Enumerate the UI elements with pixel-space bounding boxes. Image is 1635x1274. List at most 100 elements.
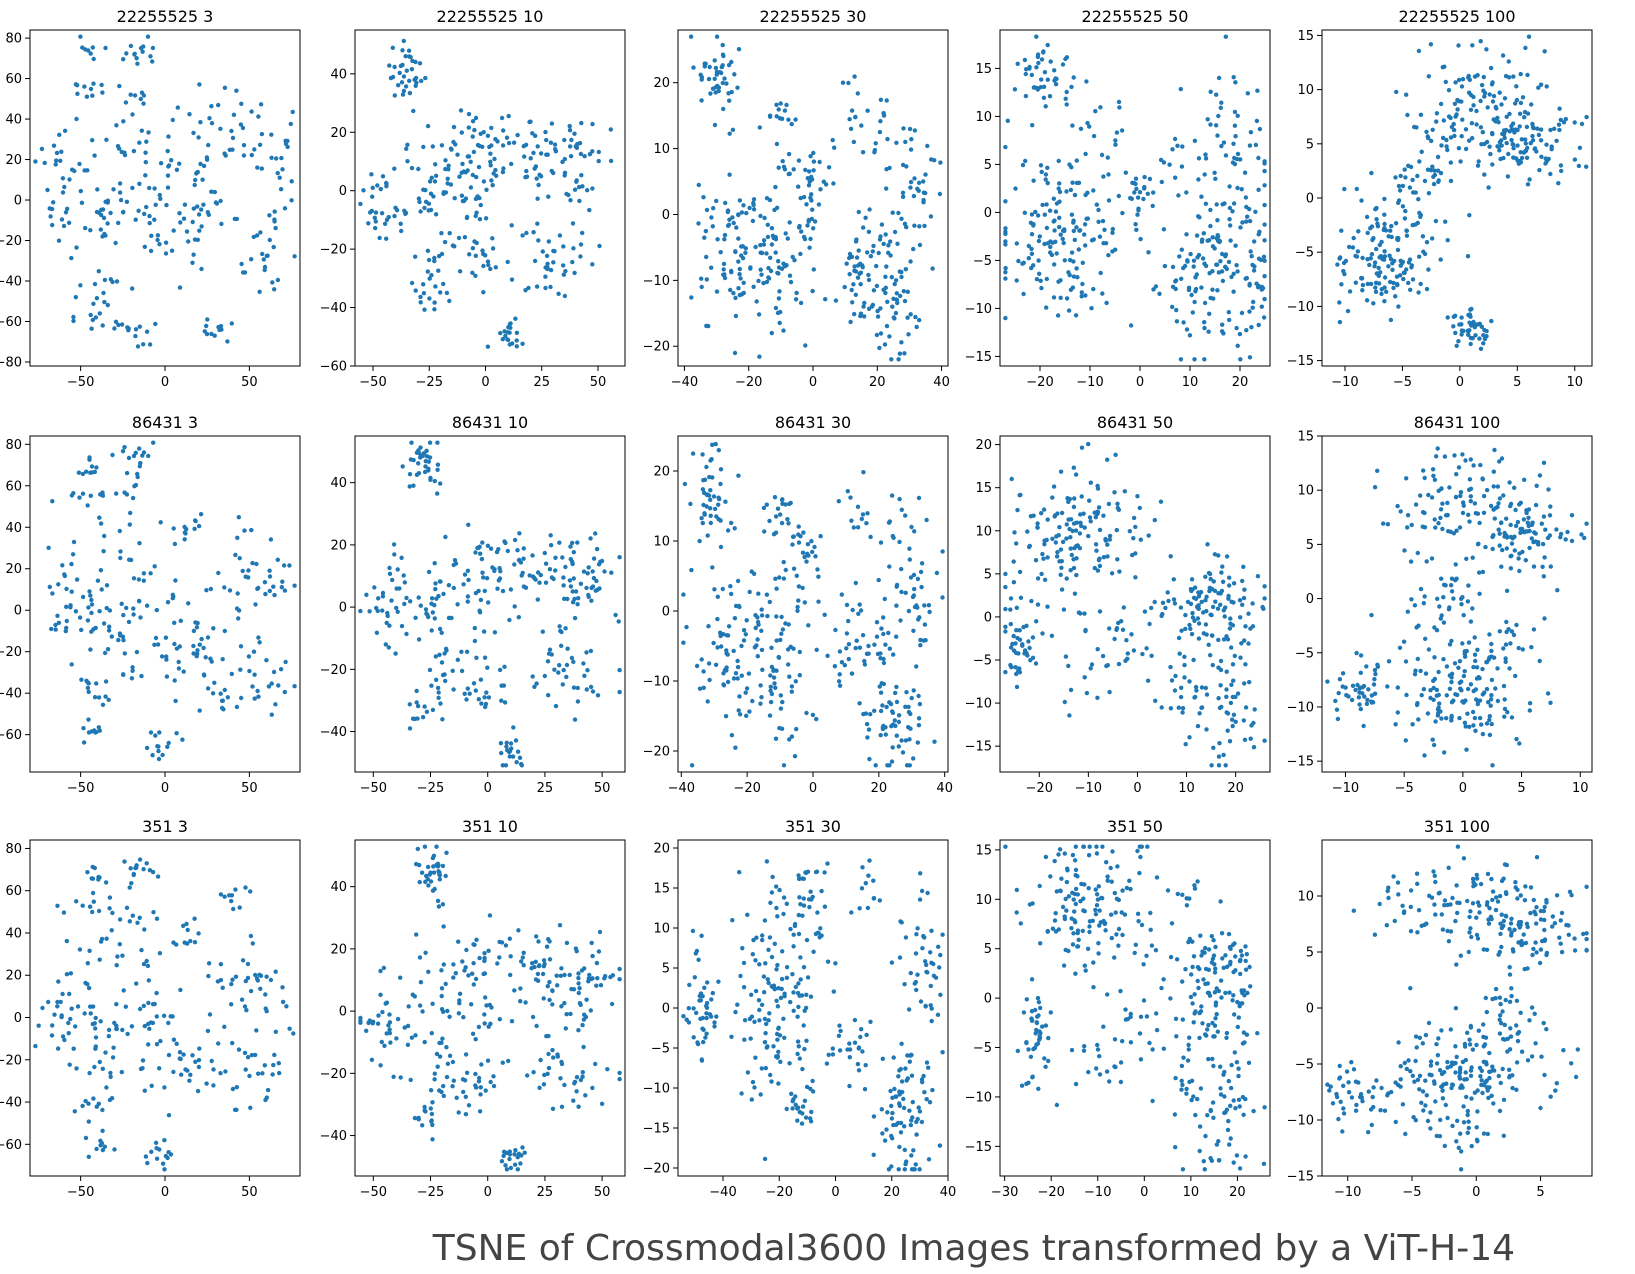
scatter-point [1459, 602, 1464, 607]
scatter-point [499, 1159, 505, 1164]
scatter-point [196, 523, 202, 529]
scatter-point [1466, 583, 1471, 588]
scatter-point [732, 72, 737, 77]
y-tick-label: 10 [653, 535, 670, 550]
scatter-point [477, 1109, 483, 1114]
scatter-point [1359, 198, 1364, 203]
scatter-point [912, 176, 917, 181]
scatter-point [109, 928, 114, 933]
scatter-point [1235, 343, 1240, 348]
scatter-point [1133, 551, 1138, 556]
scatter-point [1375, 224, 1381, 229]
scatter-point [1221, 752, 1226, 758]
x-tick-label: 25 [537, 781, 554, 796]
scatter-point [1431, 181, 1437, 187]
scatter-point [230, 1086, 236, 1092]
x-tick-label: −5 [1393, 375, 1412, 390]
scatter-point [273, 969, 278, 974]
scatter-point [259, 166, 264, 171]
scatter-point [1012, 530, 1017, 535]
scatter-point [501, 128, 506, 133]
scatter-point [484, 690, 489, 695]
scatter-point [1483, 544, 1488, 550]
scatter-point [419, 78, 424, 84]
scatter-point [718, 250, 723, 255]
scatter-point [1452, 453, 1457, 458]
scatter-point [881, 656, 886, 662]
scatter-point [921, 190, 927, 195]
scatter-point [798, 300, 804, 306]
scatter-point [1527, 708, 1533, 713]
scatter-point [380, 594, 386, 599]
scatter-point [585, 571, 590, 576]
y-tick-label: 10 [653, 142, 670, 157]
scatter-point [1197, 711, 1202, 716]
scatter-point [858, 270, 864, 275]
scatter-point [478, 202, 483, 208]
panel-title: 22255525 3 [117, 7, 214, 26]
scatter-point [736, 286, 741, 291]
scatter-point [714, 69, 720, 75]
scatter-point [1034, 277, 1040, 282]
scatter-point [1446, 88, 1452, 93]
scatter-point [1022, 210, 1027, 215]
scatter-point [758, 267, 763, 272]
scatter-point [192, 940, 198, 945]
scatter-point [1061, 607, 1067, 612]
scatter-point [183, 1067, 188, 1072]
scatter-point [776, 107, 781, 112]
scatter-point [192, 518, 198, 523]
scatter-point [399, 80, 405, 85]
scatter-point [423, 464, 428, 469]
scatter-point [71, 318, 76, 324]
scatter-point [741, 280, 746, 285]
scatter-point [461, 582, 466, 587]
scatter-point [492, 630, 498, 635]
scatter-point [1163, 605, 1168, 611]
scatter-point [1240, 578, 1245, 584]
x-tick-label: 50 [594, 1185, 611, 1200]
scatter-point [1480, 569, 1486, 575]
scatter-point [1131, 648, 1137, 653]
scatter-point [1140, 651, 1145, 657]
scatter-point [440, 863, 446, 869]
scatter-point [251, 649, 257, 654]
scatter-point [427, 276, 432, 281]
scatter-point [1211, 745, 1216, 750]
scatter-point [1223, 254, 1228, 259]
scatter-point [415, 846, 420, 852]
scatter-point [1428, 168, 1434, 173]
scatter-point [897, 539, 902, 545]
scatter-point [446, 583, 452, 588]
scatter-point [709, 215, 714, 220]
scatter-point [1369, 224, 1375, 229]
scatter-point [77, 161, 82, 167]
scatter-point [1040, 551, 1045, 557]
scatter-point [209, 659, 214, 664]
scatter-point [68, 603, 73, 608]
scatter-point [1468, 619, 1474, 624]
scatter-point [1515, 143, 1520, 148]
scatter-point [117, 181, 123, 186]
scatter-point [69, 1006, 74, 1011]
scatter-point [1036, 238, 1042, 244]
scatter-point [1480, 477, 1486, 482]
scatter-point [378, 992, 383, 997]
scatter-point [921, 638, 926, 643]
scatter-point [545, 984, 550, 989]
scatter-point [85, 618, 91, 623]
scatter-point [531, 1070, 536, 1075]
scatter-point [441, 591, 446, 597]
scatter-point [86, 689, 91, 695]
axes-frame [1321, 435, 1593, 773]
scatter-point [1438, 101, 1444, 107]
scatter-point [1403, 175, 1408, 180]
scatter-point [177, 644, 182, 649]
scatter-point [490, 183, 495, 188]
scatter-point [542, 1072, 547, 1078]
scatter-point [896, 210, 901, 216]
scatter-point [233, 974, 239, 979]
scatter-point [147, 185, 152, 191]
scatter-point [1174, 319, 1180, 324]
scatter-point [55, 613, 60, 618]
